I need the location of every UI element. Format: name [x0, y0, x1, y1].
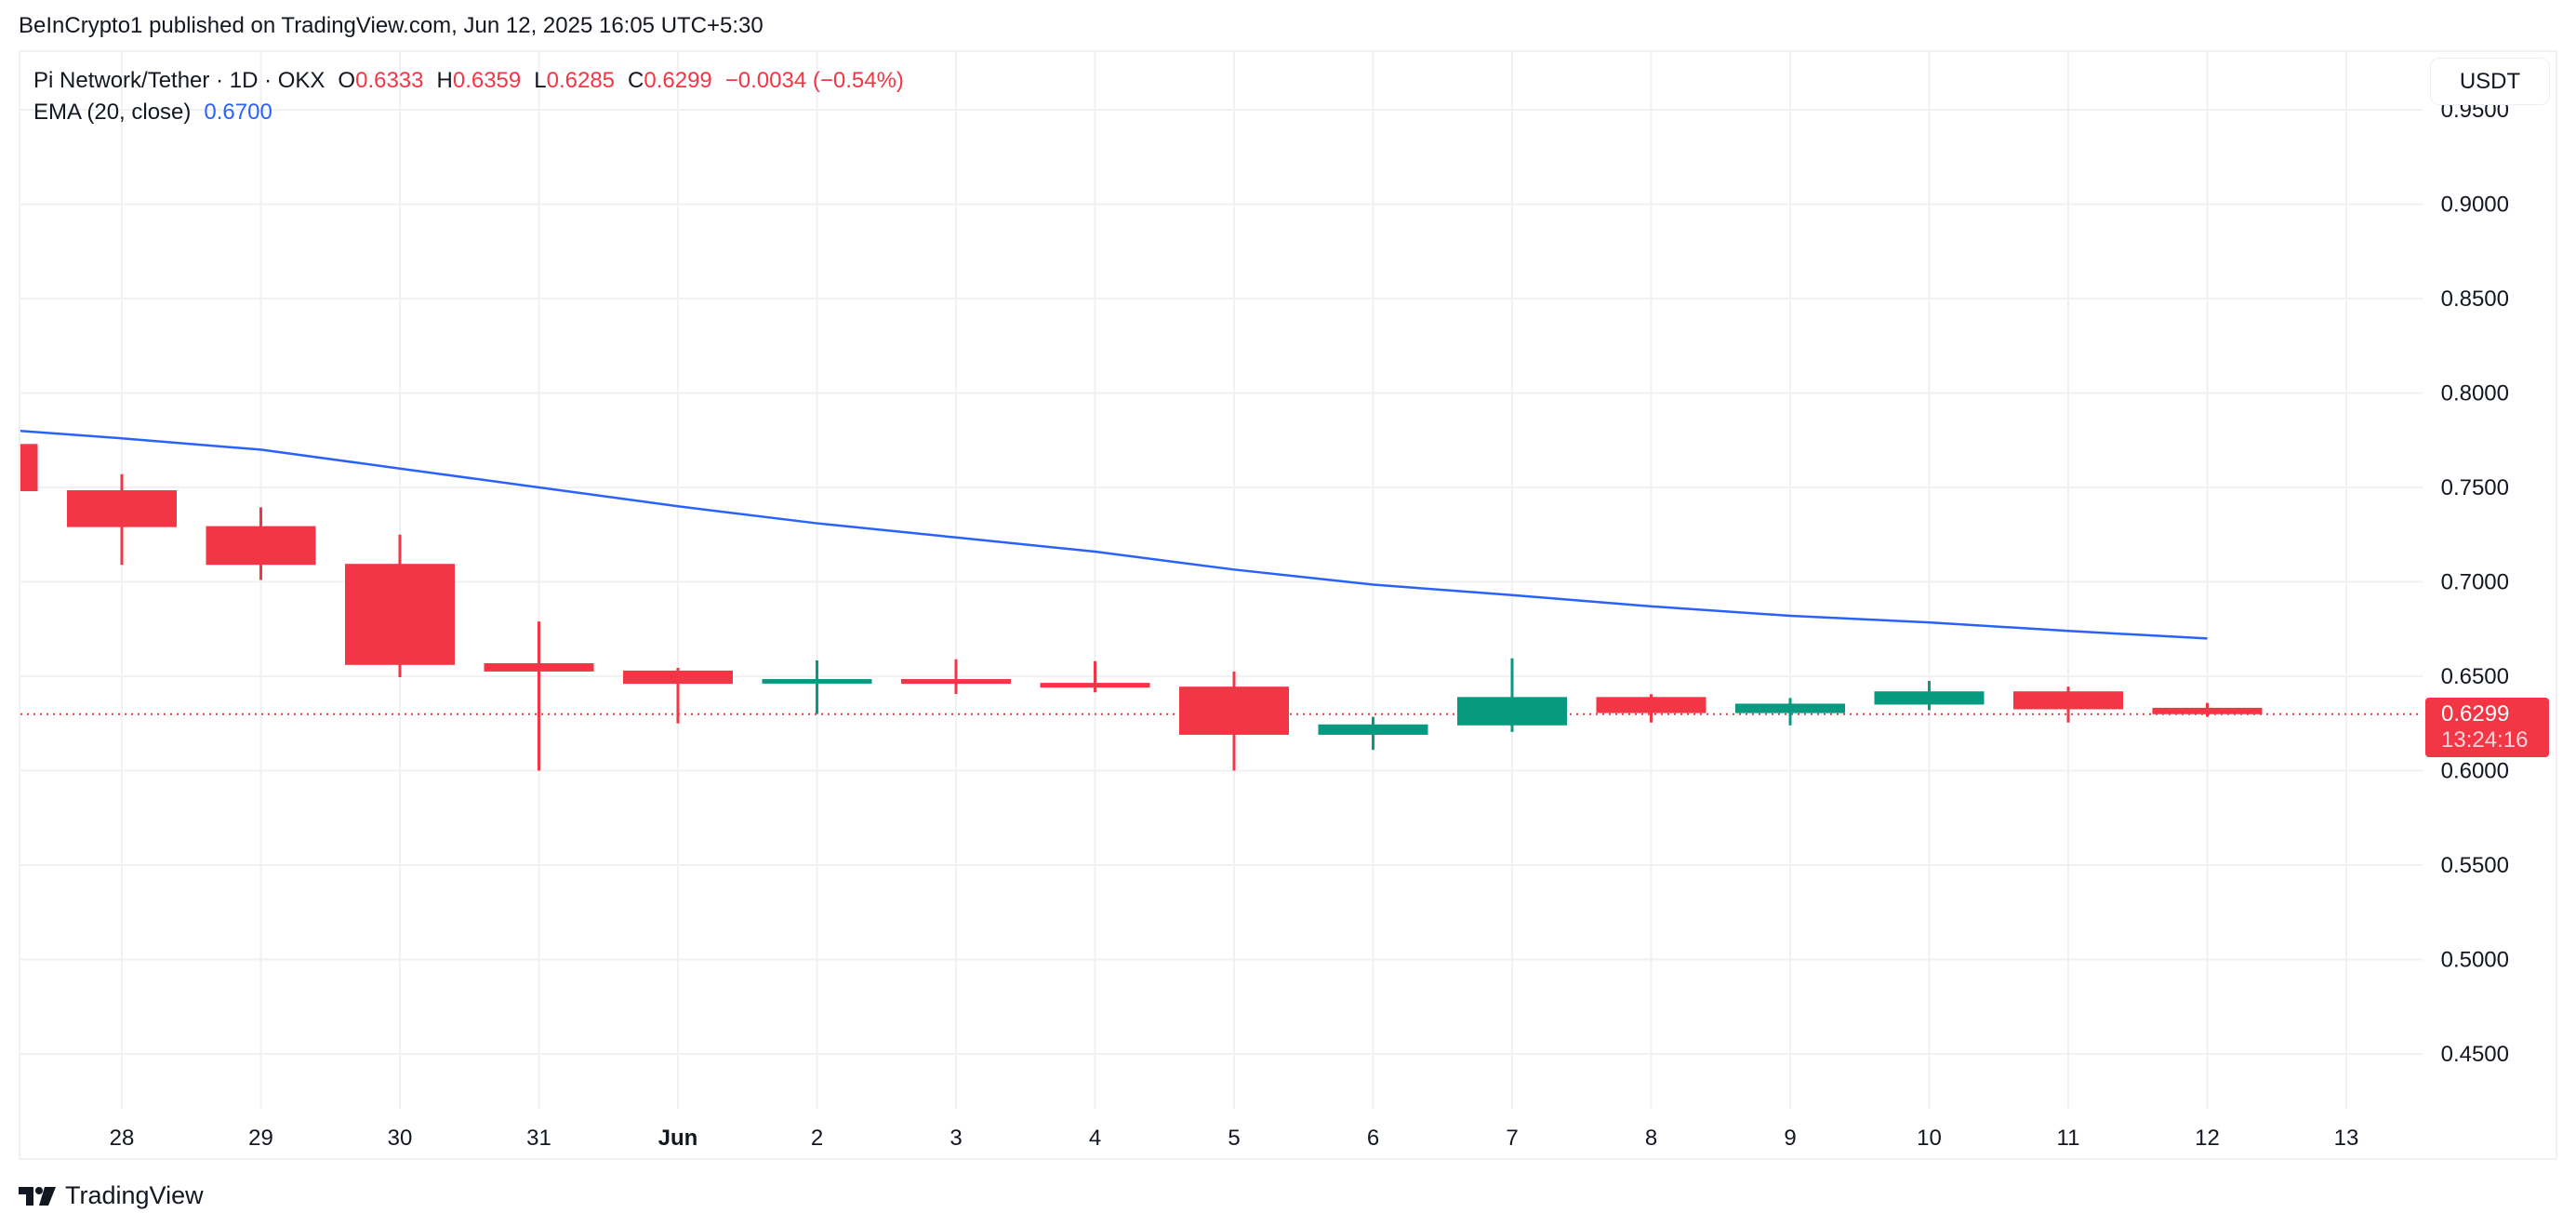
time-axis-label: 12 [2195, 1126, 2220, 1151]
tradingview-branding[interactable]: TradingView [19, 1181, 204, 1210]
candle[interactable] [1596, 694, 1706, 723]
close-label: C [628, 68, 644, 93]
published-caption: BeInCrypto1 published on TradingView.com… [19, 13, 764, 38]
price-axis-label: 0.4500 [2441, 1042, 2509, 1067]
candle[interactable] [762, 660, 872, 714]
candle[interactable] [1040, 660, 1150, 693]
time-axis-label: 7 [1506, 1126, 1518, 1151]
price-axis-label: 0.9000 [2441, 193, 2509, 218]
chart-legend: Pi Network/Tether · 1D · OKX O0.6333 H0.63… [33, 65, 917, 128]
price-axis-label: 0.5500 [2441, 853, 2509, 878]
price-axis-label: 0.5000 [2441, 948, 2509, 973]
candle[interactable] [206, 507, 316, 580]
price-axis-label: 0.6000 [2441, 759, 2509, 784]
time-axis-label: 5 [1228, 1126, 1240, 1151]
time-axis-label: 2 [811, 1126, 823, 1151]
last-price-value: 0.6299 [2441, 701, 2510, 726]
ema-row: EMA (20, close) 0.6700 [33, 97, 917, 128]
candle[interactable] [2152, 702, 2263, 717]
candle[interactable] [2013, 686, 2123, 723]
change-value: −0.0034 (−0.54%) [724, 68, 904, 93]
time-axis-label: 28 [110, 1126, 135, 1151]
low-label: L [534, 68, 547, 93]
high-value: 0.6359 [452, 68, 522, 93]
time-axis-label: 30 [388, 1126, 413, 1151]
close-value: 0.6299 [644, 68, 712, 93]
open-label: O [338, 68, 356, 93]
time-axis-label: 9 [1784, 1126, 1796, 1151]
ohlc-row: Pi Network/Tether · 1D · OKX O0.6333 H0.63… [33, 65, 917, 97]
symbol-title[interactable]: Pi Network/Tether · 1D · OKX [33, 68, 325, 93]
open-value: 0.6333 [355, 68, 424, 93]
time-axis-label: 10 [1917, 1126, 1942, 1151]
currency-button[interactable]: USDT [2430, 58, 2550, 105]
candle[interactable] [67, 473, 177, 566]
price-axis-label: 0.6500 [2441, 664, 2509, 689]
ema-label[interactable]: EMA (20, close) [33, 100, 192, 125]
candle[interactable] [484, 621, 594, 771]
time-axis-label: 6 [1367, 1126, 1379, 1151]
price-axis-label: 0.8000 [2441, 381, 2509, 406]
price-axis-label: 0.8500 [2441, 287, 2509, 312]
candle[interactable] [1457, 658, 1567, 732]
high-label: H [436, 68, 453, 93]
candle[interactable] [0, 438, 38, 497]
ema-line [20, 429, 2208, 640]
candle[interactable] [345, 534, 455, 678]
time-axis-label: Jun [658, 1126, 698, 1151]
candle[interactable] [1179, 671, 1289, 771]
price-axis-label: 0.7000 [2441, 570, 2509, 595]
candle[interactable] [1874, 681, 1985, 711]
candle[interactable] [623, 667, 733, 724]
time-axis-label: 8 [1645, 1126, 1657, 1151]
price-axis-label: 0.7500 [2441, 475, 2509, 500]
last-price-tag: 0.6299 13:24:16 [2425, 698, 2549, 757]
candle[interactable] [1735, 698, 1845, 726]
time-axis-label: 13 [2334, 1126, 2359, 1151]
time-axis-label: 31 [526, 1126, 551, 1151]
ema-value: 0.6700 [204, 100, 272, 125]
time-axis-label: 4 [1089, 1126, 1101, 1151]
candle[interactable] [1318, 716, 1428, 751]
tradingview-wordmark: TradingView [65, 1181, 204, 1209]
time-axis-label: 3 [949, 1126, 962, 1151]
time-axis-label: 11 [2057, 1126, 2080, 1151]
chart-frame [19, 50, 2557, 1160]
time-axis-label: 29 [248, 1126, 273, 1151]
tradingview-logo-icon [19, 1186, 56, 1206]
bar-countdown: 13:24:16 [2441, 727, 2529, 753]
low-value: 0.6285 [546, 68, 616, 93]
candle[interactable] [901, 659, 1011, 695]
